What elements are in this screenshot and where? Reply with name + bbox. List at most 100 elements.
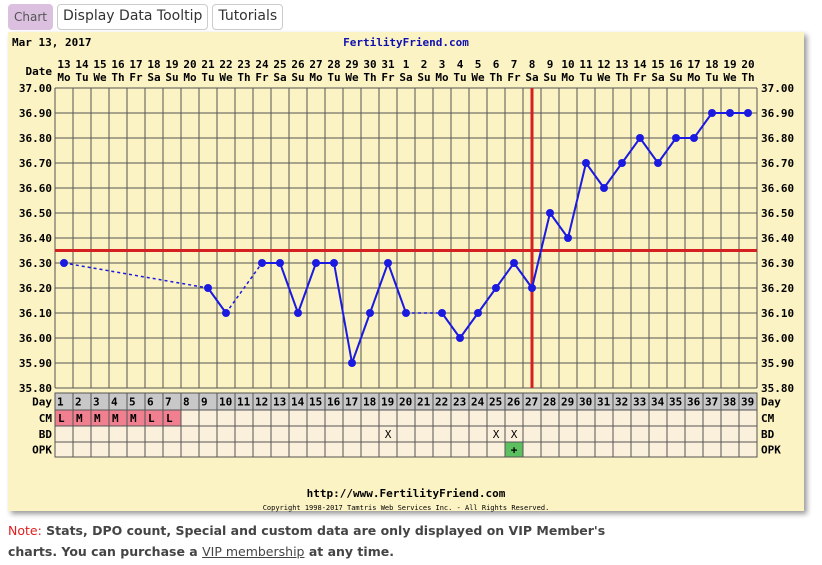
opk-cell [288,441,308,458]
date-label-weekday: Mo [435,71,449,84]
date-label-weekday: Tu [75,71,88,84]
day-cell-value: 8 [183,396,190,409]
cm-cell [378,409,398,427]
footer-copyright: Copyright 1998-2017 Tamtris Web Services… [263,504,550,512]
vip-membership-link[interactable]: VIP membership [202,544,305,559]
display-data-tooltip-button[interactable]: Display Data Tooltip [56,4,209,30]
date-label-weekday: Mo [57,71,71,84]
temp-point [546,209,554,217]
temp-line-segment [333,262,353,364]
temp-line-segment [549,212,569,239]
date-label-day: 28 [327,58,340,71]
y-tick-label-right: 35.90 [761,357,794,370]
day-cell-value: 12 [255,396,268,409]
date-label-weekday: We [471,71,485,84]
chart-date: Mar 13, 2017 [12,36,91,49]
opk-cell [180,441,200,458]
temp-point [258,259,266,267]
cm-cell [702,409,722,427]
y-tick-label-right: 36.60 [761,182,794,195]
cm-cell [396,409,416,427]
bd-cell [540,425,560,443]
y-tick-label-left: 35.90 [19,357,52,370]
date-label-day: 8 [529,58,536,71]
temp-line-segment [477,287,497,314]
day-cell-value: 28 [543,396,556,409]
date-label-weekday: Th [237,71,250,84]
date-label-weekday: Fr [507,71,521,84]
temp-line-segment [495,262,515,289]
cm-cell [594,409,614,427]
date-label-weekday: Su [291,71,304,84]
date-label-day: 3 [439,58,446,71]
bd-cell [216,425,236,443]
day-cell-value: 2 [75,396,82,409]
day-cell-value: 34 [651,396,665,409]
date-label-day: 16 [111,58,125,71]
y-tick-label-left: 36.70 [19,157,52,170]
date-label-day: 27 [309,58,322,71]
date-label-weekday: Su [417,71,430,84]
temp-point [456,334,464,342]
date-label-day: 18 [705,58,718,71]
chart-site-title: FertilityFriend.com [343,36,469,49]
day-cell-value: 26 [507,396,521,409]
opk-cell [72,441,92,458]
y-tick-label-right: 36.10 [761,307,794,320]
opk-cell [666,441,686,458]
cm-cell [252,409,272,427]
bd-cell [630,425,650,443]
bbt-chart: Mar 13, 2017 FertilityFriend.com Date 37.00… [12,36,794,512]
cm-cell [612,409,632,427]
bd-cell [180,425,200,443]
temp-point [672,134,680,142]
tab-chart[interactable]: Chart [8,4,53,30]
y-tick-label-right: 36.30 [761,257,794,270]
cm-cell [666,409,686,427]
date-label-day: 2 [421,58,428,71]
bd-cell [126,425,146,443]
cm-cell [504,409,524,427]
temp-line-segment [693,112,713,139]
temp-line-segment [207,287,227,314]
temp-point [636,134,644,142]
temp-line-segment [369,262,389,314]
date-label-weekday: Th [111,71,124,84]
temp-point [204,284,212,292]
temp-point [726,109,734,117]
date-label-weekday: Mo [561,71,575,84]
day-cell-value: 19 [381,396,394,409]
cm-cell [738,409,758,427]
y-tick-label-left: 36.00 [19,332,52,345]
cm-cell-value: M [76,412,83,425]
vip-note: Note: Stats, DPO count, Special and cust… [8,520,608,562]
opk-cell [594,441,614,458]
tutorials-button[interactable]: Tutorials [212,4,284,30]
bd-cell-value: X [493,428,500,441]
opk-cell [162,441,182,458]
bd-cell-value: X [385,428,392,441]
temp-line-gap [225,262,263,314]
temp-point [564,234,572,242]
date-label-day: 14 [633,58,647,71]
date-label-day: 20 [741,58,754,71]
day-cell-value: 35 [669,396,682,409]
temp-line-segment [441,312,461,339]
temp-line-segment [639,137,659,164]
day-cell-value: 32 [615,396,628,409]
temp-point [600,184,608,192]
day-cell-value: 22 [435,396,448,409]
temp-line-segment [621,137,641,164]
opk-cell [414,441,434,458]
bd-cell [432,425,452,443]
temp-line-segment [603,162,623,189]
date-label-weekday: We [93,71,107,84]
temp-line-segment [351,312,371,364]
bd-cell [162,425,182,443]
date-label-weekday: Th [741,71,754,84]
temp-line-segment [297,262,317,314]
bd-cell [360,425,380,443]
date-label-day: 1 [403,58,410,71]
temp-point [690,134,698,142]
temp-line-segment [585,162,605,189]
